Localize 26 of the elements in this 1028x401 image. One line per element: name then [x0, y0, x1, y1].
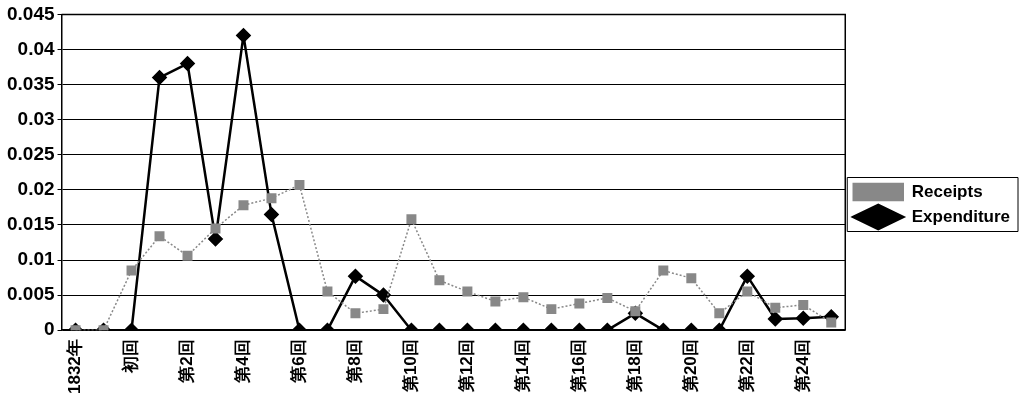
y-tick-label: 0.02: [17, 178, 55, 200]
x-tick-label: 第16回: [569, 339, 589, 394]
y-tick-label: 0.03: [17, 107, 55, 129]
x-tick-label: 第8回: [345, 339, 365, 384]
x-tick-label: 第18回: [625, 339, 645, 394]
legend-label: Receipts: [911, 181, 983, 201]
y-tick-label: 0.005: [7, 283, 55, 305]
y-tick-label: 0.025: [7, 142, 55, 164]
legend-label: Expenditure: [911, 206, 1011, 226]
y-tick-label: 0.04: [17, 37, 55, 59]
x-tick-label: 第6回: [289, 339, 309, 384]
x-tick-label: 第4回: [233, 339, 253, 384]
x-tick-label: 1832年: [65, 339, 85, 395]
x-tick-label: 第24回: [792, 339, 812, 394]
x-tick-label: 第14回: [513, 339, 533, 394]
x-tick-label: 第10回: [401, 339, 421, 394]
y-tick-label: 0.045: [7, 2, 55, 24]
y-tick-label: 0.01: [17, 248, 55, 270]
y-tick-label: 0: [43, 318, 55, 340]
x-tick-label: 第20回: [681, 339, 700, 394]
x-tick-label: 初回: [121, 339, 141, 375]
x-tick-label: 第2回: [177, 339, 197, 384]
x-tick-label: 第22回: [736, 339, 756, 394]
y-tick-label: 0.015: [7, 213, 55, 235]
x-tick-label: 第12回: [457, 339, 477, 394]
y-tick-label: 0.035: [7, 72, 55, 94]
